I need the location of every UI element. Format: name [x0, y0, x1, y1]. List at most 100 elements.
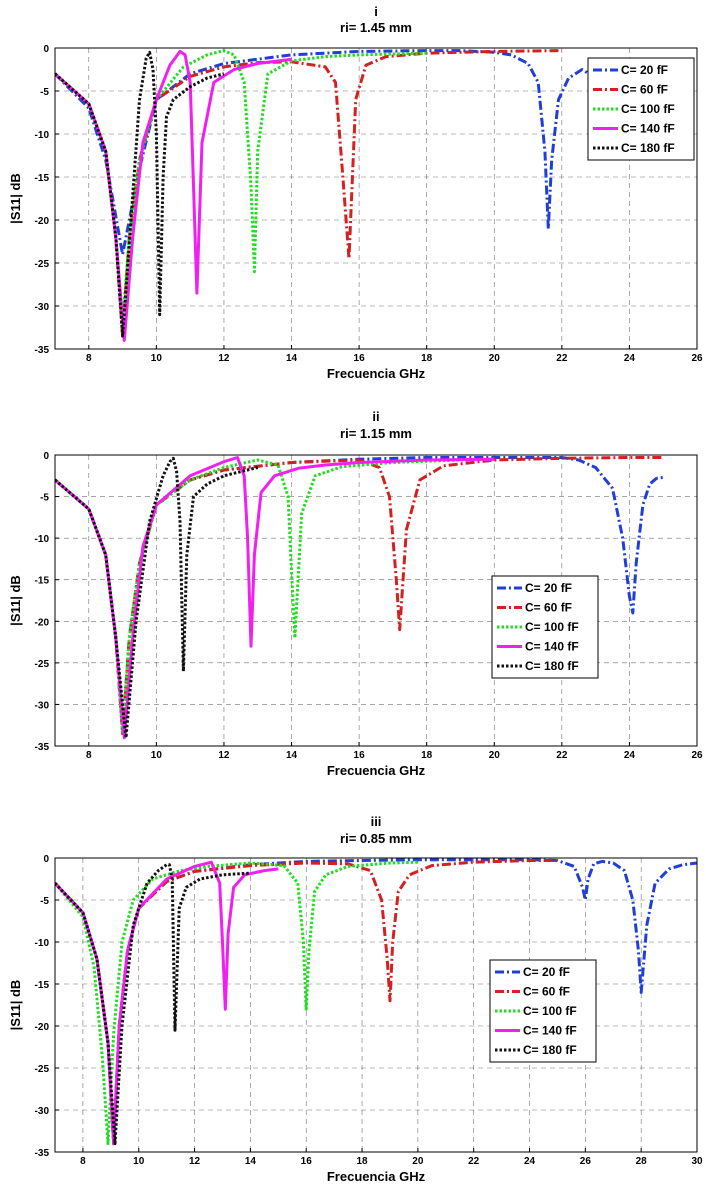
legend-label: C= 60 fF — [525, 601, 572, 615]
series-line-5 — [55, 456, 259, 740]
legend: C= 20 fF C= 60 fF C= 100 fF C= 140 fF C= 180… — [491, 575, 599, 679]
legend-label: C= 140 fF — [523, 1024, 577, 1038]
legend-label: C= 100 fF — [525, 620, 579, 634]
legend-label: C= 180 fF — [523, 1043, 577, 1057]
x-tick-label: 20 — [489, 353, 501, 364]
y-tick-label: -20 — [35, 1022, 50, 1033]
legend: C= 20 fF C= 60 fF C= 100 fF C= 140 fF C= 180… — [587, 57, 695, 161]
legend-label: C= 20 fF — [525, 581, 572, 595]
x-axis-label: Frecuencia GHz — [327, 763, 426, 778]
x-tick-label: 24 — [524, 1156, 536, 1167]
x-tick-label: 26 — [580, 1156, 592, 1167]
legend: C= 20 fF C= 60 fF C= 100 fF C= 140 fF C= 180… — [489, 959, 597, 1063]
y-tick-label: -20 — [35, 216, 50, 227]
x-axis-label: Frecuencia GHz — [327, 366, 426, 381]
legend-label: C= 100 fF — [621, 102, 675, 116]
x-tick-label: 24 — [624, 750, 636, 761]
plot-area — [55, 455, 697, 746]
x-axis-label: Frecuencia GHz — [327, 1169, 426, 1184]
y-tick-label: -10 — [35, 938, 50, 949]
plot-frame — [54, 454, 698, 747]
x-tick-label: 26 — [691, 750, 703, 761]
plot-frame — [54, 857, 698, 1153]
y-tick-label: -25 — [35, 659, 50, 670]
y-tick-label: -35 — [35, 1148, 50, 1159]
y-tick-label: -10 — [35, 130, 50, 141]
x-tick-label: 30 — [691, 1156, 703, 1167]
y-tick-label: -10 — [35, 534, 50, 545]
x-tick-label: 12 — [189, 1156, 201, 1167]
y-tick-label: -35 — [35, 742, 50, 753]
x-tick-label: 14 — [286, 750, 298, 761]
y-tick-label: -35 — [35, 345, 50, 356]
x-tick-label: 22 — [556, 353, 568, 364]
legend-box — [491, 575, 599, 679]
x-tick-label: 22 — [556, 750, 568, 761]
x-tick-label: 16 — [354, 353, 366, 364]
x-tick-label: 20 — [489, 750, 501, 761]
series-line-1 — [55, 456, 664, 735]
legend-label: C= 100 fF — [523, 1004, 577, 1018]
legend-box — [587, 57, 695, 161]
plot-i: iri= 1.45 mm 8 10 12 14 16 18 20 22 24 26 0 -5 -10 -15… — [8, 4, 703, 381]
legend-box — [489, 959, 597, 1063]
legend-label: C= 180 fF — [621, 141, 675, 155]
x-tick-label: 10 — [151, 353, 163, 364]
x-tick-label: 16 — [301, 1156, 313, 1167]
legend-label: C= 60 fF — [621, 83, 668, 97]
y-tick-label: -5 — [40, 493, 49, 504]
x-tick-label: 10 — [133, 1156, 145, 1167]
y-tick-label: -5 — [40, 896, 49, 907]
x-tick-label: 18 — [421, 750, 433, 761]
y-tick-label: -30 — [35, 700, 50, 711]
x-tick-label: 8 — [86, 750, 92, 761]
legend-label: C= 20 fF — [523, 965, 570, 979]
y-tick-label: -5 — [40, 87, 49, 98]
y-tick-label: -25 — [35, 1064, 50, 1075]
series-line-4 — [55, 860, 279, 1146]
x-tick-label: 14 — [245, 1156, 257, 1167]
y-tick-label: 0 — [43, 451, 49, 462]
y-tick-label: -30 — [35, 302, 50, 313]
x-tick-label: 24 — [624, 353, 636, 364]
x-tick-label: 10 — [151, 750, 163, 761]
chart-title: iii — [371, 814, 382, 829]
y-tick-label: -20 — [35, 617, 50, 628]
legend-label: C= 20 fF — [621, 63, 668, 77]
chart-title: ii — [372, 409, 379, 424]
x-tick-label: 14 — [286, 353, 298, 364]
legend-label: C= 140 fF — [621, 122, 675, 136]
legend-label: C= 180 fF — [525, 659, 579, 673]
x-tick-label: 12 — [218, 353, 230, 364]
y-tick-label: -15 — [35, 173, 50, 184]
x-tick-label: 28 — [636, 1156, 648, 1167]
x-tick-label: 20 — [412, 1156, 424, 1167]
series-line-3 — [55, 860, 418, 1146]
plot-area — [55, 858, 697, 1152]
chart-subtitle: ri= 0.85 mm — [340, 831, 412, 846]
x-tick-label: 22 — [468, 1156, 480, 1167]
x-tick-label: 26 — [691, 353, 703, 364]
y-axis-label: |S11| dB — [8, 173, 23, 224]
x-tick-label: 12 — [218, 750, 230, 761]
y-tick-label: -25 — [35, 259, 50, 270]
y-axis-label: |S11| dB — [8, 575, 23, 626]
chart-title: i — [374, 4, 378, 19]
y-tick-label: -30 — [35, 1106, 50, 1117]
y-tick-label: -15 — [35, 576, 50, 587]
plot-iii: iii ri= 0.85 mm 8 10 12 14 16 18 20 22 24 26 28 30 0 -5… — [8, 814, 703, 1184]
series-line-5 — [55, 863, 251, 1146]
y-tick-label: 0 — [43, 854, 49, 865]
legend-label: C= 140 fF — [525, 640, 579, 654]
plot-frame — [54, 47, 698, 350]
x-tick-label: 8 — [80, 1156, 86, 1167]
x-tick-label: 18 — [421, 353, 433, 364]
legend-label: C= 60 fF — [523, 985, 570, 999]
series-line-5 — [55, 50, 225, 338]
x-tick-label: 8 — [86, 353, 92, 364]
x-tick-label: 16 — [354, 750, 366, 761]
plot-ii: ii ri= 1.15 mm 8 10 12 14 16 18 20 22 24 26 0 -5 -10 -1… — [8, 409, 703, 778]
y-tick-label: -15 — [35, 980, 50, 991]
chart-subtitle: ri= 1.45 mm — [340, 20, 412, 35]
x-tick-label: 18 — [356, 1156, 368, 1167]
